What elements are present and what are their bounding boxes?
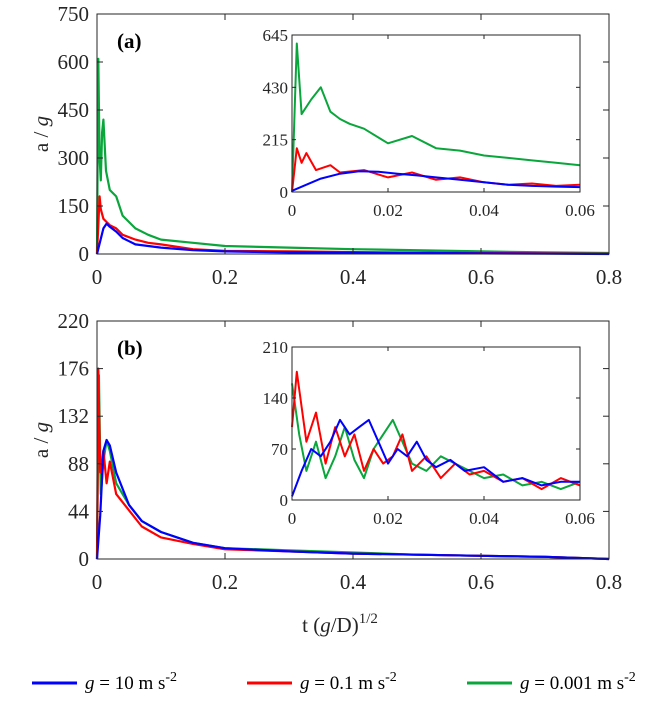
legend: g = 10 m s-2 g = 0.1 m s-2 g = 0.001 m s-2 xyxy=(32,670,636,694)
panel-b-inset-series-line-0 xyxy=(291,383,581,491)
panel-b-inset-ytick-label: 210 xyxy=(263,338,289,357)
panel-a-inset-xtick-label: 0.02 xyxy=(373,201,403,220)
panel-b-xtick-label: 0 xyxy=(92,570,103,594)
panel-a-ytick-label: 0 xyxy=(79,242,90,266)
panel-a-label: (a) xyxy=(117,29,142,53)
panel-b-ytick-label: 44 xyxy=(68,499,90,523)
panel-b-inset-xtick-label: 0.02 xyxy=(373,509,403,528)
panel-b-inset-axes-frame xyxy=(291,346,581,501)
panel-a-inset-ytick-label: 645 xyxy=(263,26,289,45)
panel-a-inset-ytick-label: 215 xyxy=(263,131,289,150)
panel-b: 0 0.2 0.4 0.6 0.8 0 44 88 132 176 220 (b) a / g 0 0.02… xyxy=(29,309,622,594)
panel-a-ytick-label: 150 xyxy=(58,194,90,218)
panel-b-inset: 0 0.02 0.04 0.06 0 70 140 210 xyxy=(263,338,595,528)
panel-a-inset-series-line-2 xyxy=(291,170,581,192)
panel-b-xtick-label: 0.8 xyxy=(596,570,622,594)
panel-a-inset-ytick-label: 430 xyxy=(263,78,289,97)
panel-b-inset-series-line-2 xyxy=(291,418,580,497)
panel-a-inset-background xyxy=(292,35,580,192)
panel-a-xtick-label: 0.4 xyxy=(340,265,367,289)
panel-b-y-axis-label: a / g xyxy=(29,422,53,458)
panel-b-label: (b) xyxy=(117,336,143,360)
panel-b-inset-ytick-label: 0 xyxy=(280,491,289,510)
panel-a-xtick-label: 0.2 xyxy=(212,265,238,289)
panel-b-inset-ytick-label: 140 xyxy=(263,389,289,408)
panel-a-inset-ytick-label: 0 xyxy=(280,183,289,202)
panel-b-inset-background xyxy=(292,347,580,500)
panel-a-series-line-1 xyxy=(95,195,610,255)
panel-b-series-line-2 xyxy=(95,438,610,561)
panel-b-inset-ytick-label: 70 xyxy=(271,440,288,459)
panel-a-inset: 0 0.02 0.04 0.06 0 215 430 645 xyxy=(263,26,595,220)
panel-a-y-axis-label: a / g xyxy=(29,116,53,152)
panel-b-ytick-label: 176 xyxy=(58,357,90,381)
panel-a-inset-xtick-label: 0.06 xyxy=(565,201,595,220)
legend-label-2: g = 0.001 m s-2 xyxy=(520,670,636,694)
panel-a-ytick-label: 750 xyxy=(58,2,90,26)
panel-a-series-line-2 xyxy=(95,222,610,256)
panel-b-inset-xtick-label: 0.06 xyxy=(565,509,595,528)
panel-a-ytick-label: 450 xyxy=(58,98,90,122)
panel-a-inset-xtick-label: 0 xyxy=(288,201,297,220)
panel-a-inset-series-line-0 xyxy=(291,42,581,193)
panel-b-ytick-label: 132 xyxy=(58,404,90,428)
panel-a-xtick-label: 0 xyxy=(92,265,103,289)
panel-a-inset-xtick-label: 0.04 xyxy=(469,201,499,220)
panel-b-xtick-label: 0.2 xyxy=(212,570,238,594)
panel-a-xtick-label: 0.8 xyxy=(596,265,622,289)
panel-b-ytick-label: 220 xyxy=(58,309,90,333)
panel-b-ytick-label: 88 xyxy=(68,452,89,476)
panel-a-ytick-label: 600 xyxy=(58,50,90,74)
panel-b-xtick-label: 0.4 xyxy=(340,570,367,594)
panel-b-inset-xtick-label: 0 xyxy=(288,509,297,528)
panel-a-inset-axes-frame xyxy=(291,34,581,193)
panel-b-ytick-label: 0 xyxy=(79,547,90,571)
panel-a-xtick-label: 0.6 xyxy=(468,265,494,289)
panel-b-xtick-label: 0.6 xyxy=(468,570,494,594)
x-axis-label: t (g/D)1/2 xyxy=(302,611,378,637)
legend-label-0: g = 10 m s-2 xyxy=(85,670,177,694)
panel-a-series-line-0 xyxy=(95,57,610,255)
panel-a: 0 0.2 0.4 0.6 0.8 0 150 300 450 600 750 (a) a / g 0 0.… xyxy=(29,2,622,289)
legend-label-1: g = 0.1 m s-2 xyxy=(300,670,397,694)
panel-a-ytick-label: 300 xyxy=(58,146,90,170)
panel-b-inset-xtick-label: 0.04 xyxy=(469,509,499,528)
